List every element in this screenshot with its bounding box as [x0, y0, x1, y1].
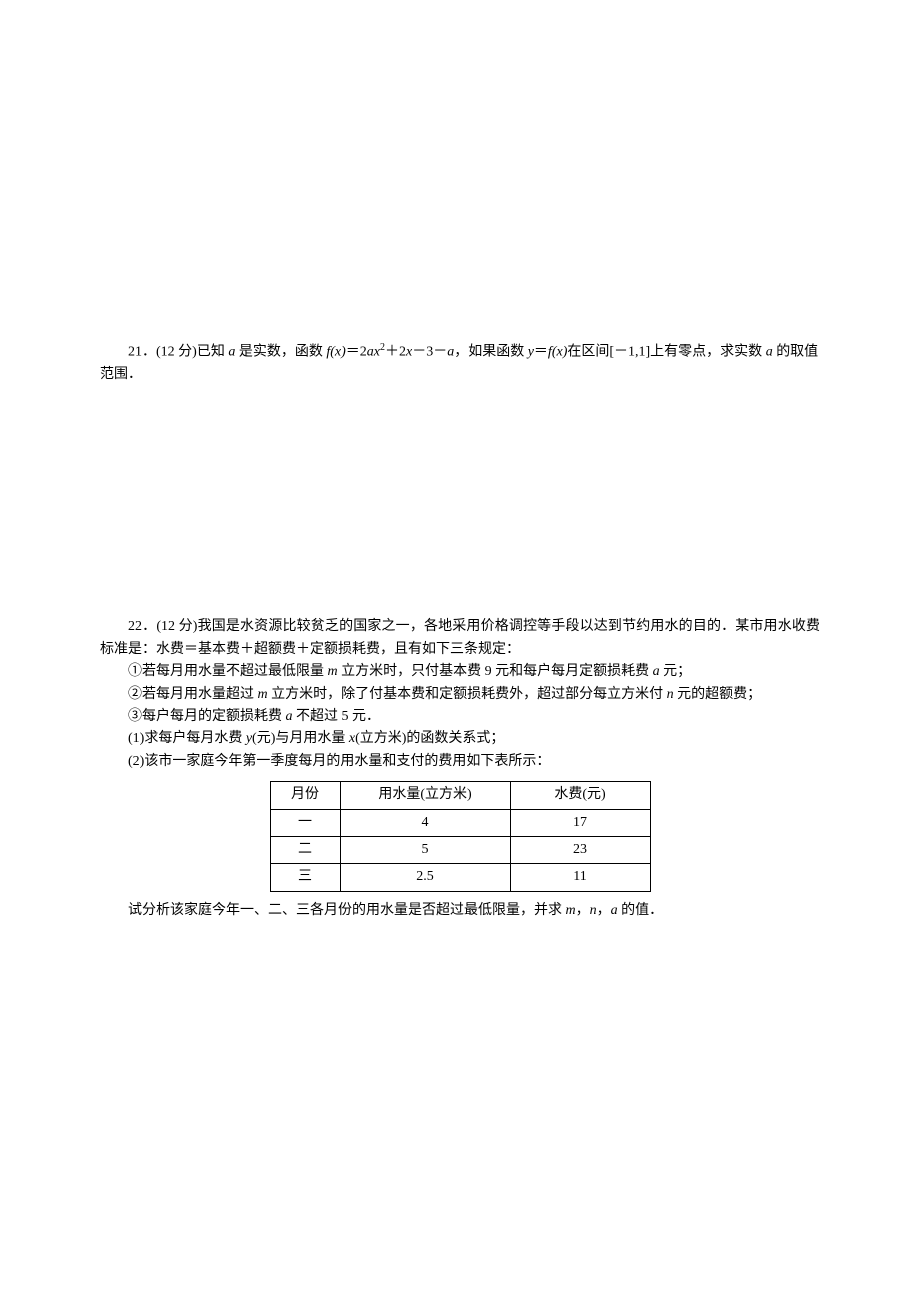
- final-question: 试分析该家庭今年一、二、三各月份的用水量是否超过最低限量，并求 m，n，a 的值…: [100, 900, 820, 922]
- cell-usage: 4: [340, 809, 510, 836]
- cell-fee: 11: [510, 864, 650, 891]
- header-month: 月份: [270, 782, 340, 809]
- cell-fee: 23: [510, 836, 650, 863]
- table-row: 一 4 17: [270, 809, 650, 836]
- problem-21-text: 21．(12 分)已知 a 是实数，函数 f(x)＝2ax2＋2x－3－a，如果…: [100, 340, 820, 386]
- cell-month: 二: [270, 836, 340, 863]
- problem-points: (12 分): [156, 619, 197, 634]
- problem-22-intro: 22．(12 分)我国是水资源比较贫乏的国家之一，各地采用价格调控等手段以达到节…: [100, 616, 820, 661]
- rule-3: ③每户每月的定额损耗费 a 不超过 5 元．: [100, 706, 820, 728]
- cell-fee: 17: [510, 809, 650, 836]
- question-1: (1)求每户每月水费 y(元)与月用水量 x(立方米)的函数关系式；: [100, 728, 820, 750]
- rule-1: ①若每月用水量不超过最低限量 m 立方米时，只付基本费 9 元和每户每月定额损耗…: [100, 661, 820, 683]
- cell-month: 三: [270, 864, 340, 891]
- cell-usage: 2.5: [340, 864, 510, 891]
- header-usage: 用水量(立方米): [340, 782, 510, 809]
- question-2: (2)该市一家庭今年第一季度每月的用水量和支付的费用如下表所示：: [100, 751, 820, 773]
- problem-number: 21．: [128, 345, 156, 360]
- table-row: 二 5 23: [270, 836, 650, 863]
- cell-month: 一: [270, 809, 340, 836]
- problem-number: 22．: [128, 619, 156, 634]
- data-table: 月份 用水量(立方米) 水费(元) 一 4 17 二 5 23 三 2.5 11: [270, 781, 651, 892]
- problem-points: (12 分): [156, 345, 197, 360]
- header-fee: 水费(元): [510, 782, 650, 809]
- table-row: 三 2.5 11: [270, 864, 650, 891]
- table-header-row: 月份 用水量(立方米) 水费(元): [270, 782, 650, 809]
- problem-21: 21．(12 分)已知 a 是实数，函数 f(x)＝2ax2＋2x－3－a，如果…: [100, 340, 820, 386]
- cell-usage: 5: [340, 836, 510, 863]
- rule-2: ②若每月用水量超过 m 立方米时，除了付基本费和定额损耗费外，超过部分每立方米付…: [100, 684, 820, 706]
- problem-22: 22．(12 分)我国是水资源比较贫乏的国家之一，各地采用价格调控等手段以达到节…: [100, 616, 820, 922]
